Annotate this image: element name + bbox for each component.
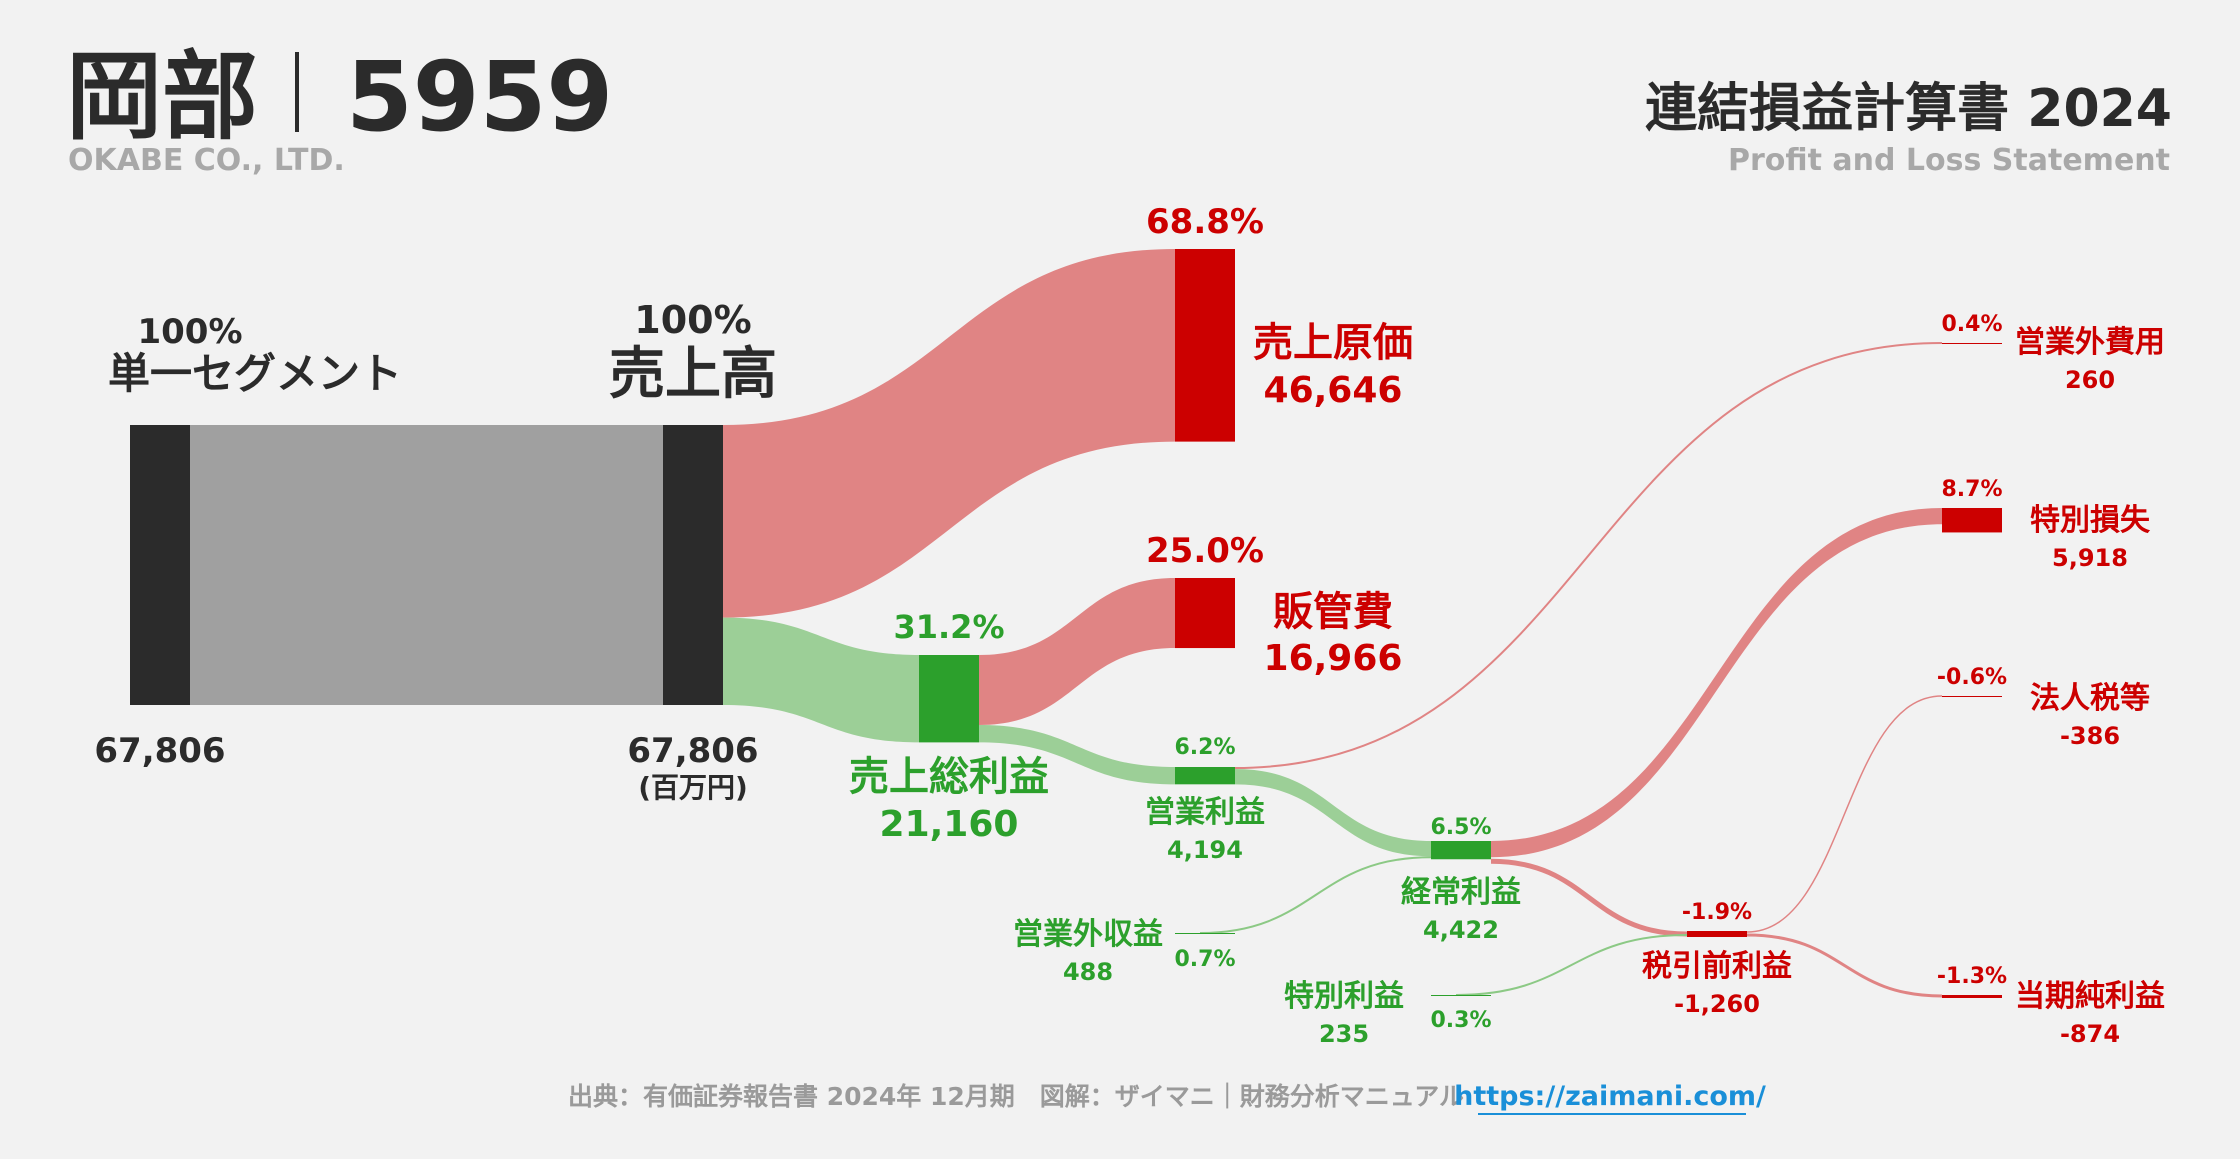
ordinary-profit-label: 経常利益	[1401, 875, 1521, 910]
flow-ordinary-extraordinary-loss	[1491, 508, 1942, 858]
node-bar-net	[1942, 995, 2002, 998]
sankey-labels: 100% 単一セグメント 67,806 100% 売上高 67,806 (百万円…	[94, 202, 2165, 1048]
flow-pretax-net	[1746, 933, 1943, 998]
nonop-income-pct: 0.7%	[1174, 947, 1235, 972]
revenue-label: 売上高	[609, 342, 777, 407]
extraordinary-loss-value: 5,918	[2052, 544, 2128, 572]
cogs-label: 売上原価	[1253, 320, 1413, 366]
extraordinary-loss-pct: 8.7%	[1941, 477, 2002, 502]
nonop-income-label: 営業外収益	[1013, 917, 1163, 952]
segment-value: 67,806	[94, 731, 225, 771]
node-bar-gross	[919, 655, 979, 743]
footer-source: 出典：有価証券報告書 2024年 12月期 図解：ザイマニ｜財務分析マニュアル	[568, 1082, 1464, 1111]
flow-op-ordinary	[1235, 769, 1431, 857]
footer-url-link[interactable]: https://zaimani.com/	[1454, 1081, 1766, 1112]
flow-revenue-cogs	[723, 249, 1175, 618]
flow-op-nonop-expense	[1234, 342, 1943, 769]
segment-label: 単一セグメント	[108, 349, 402, 398]
node-bar-ext_loss	[1942, 508, 2002, 533]
node-bar-sga	[1175, 578, 1235, 649]
node-bar-ext_gain	[1431, 995, 1491, 996]
pretax-pct: -1.9%	[1682, 900, 1752, 925]
node-bar-revenue	[663, 425, 723, 705]
sga-value: 16,966	[1264, 638, 1403, 679]
node-bar-pretax	[1687, 931, 1747, 937]
gross-profit-value: 21,160	[880, 804, 1019, 845]
statement-subtitle: Profit and Loss Statement	[1728, 143, 2170, 178]
ticker-code: 5959	[346, 41, 613, 153]
flow-revenue-gross	[723, 617, 919, 743]
tax-value: -386	[2060, 722, 2120, 750]
sankey-nodes	[130, 249, 2002, 998]
nonop-expense-value: 260	[2065, 366, 2115, 394]
gross-profit-pct: 31.2%	[893, 608, 1004, 646]
statement-title: 連結損益計算書 2024	[1645, 79, 2172, 139]
net-income-pct: -1.3%	[1937, 964, 2007, 989]
nonop-expense-pct: 0.4%	[1941, 312, 2002, 337]
flow-gross-sga	[979, 578, 1175, 726]
tax-pct: -0.6%	[1937, 665, 2007, 690]
extraordinary-gain-value: 235	[1319, 1020, 1369, 1048]
title-divider	[295, 52, 299, 132]
gross-profit-label: 売上総利益	[849, 754, 1049, 800]
ordinary-profit-value: 4,422	[1423, 916, 1499, 944]
flow-ordinary-pretax	[1490, 858, 1688, 937]
flow-nonop-income-ordinary	[1199, 856, 1432, 934]
ordinary-profit-pct: 6.5%	[1430, 815, 1491, 840]
flow-segment-revenue	[190, 425, 663, 705]
operating-profit-value: 4,194	[1167, 836, 1243, 864]
extraordinary-gain-pct: 0.3%	[1430, 1008, 1491, 1033]
flow-extraordinary-gain-pretax	[1455, 934, 1688, 996]
revenue-pct: 100%	[634, 298, 751, 342]
tax-label: 法人税等	[2030, 681, 2150, 716]
pretax-label: 税引前利益	[1642, 949, 1792, 984]
node-bar-nonop_inc	[1175, 933, 1235, 934]
node-bar-ordinary	[1431, 841, 1491, 860]
cogs-pct: 68.8%	[1146, 202, 1264, 242]
node-bar-segment	[130, 425, 190, 705]
node-bar-op	[1175, 767, 1235, 785]
pretax-value: -1,260	[1674, 990, 1760, 1018]
node-bar-cogs	[1175, 249, 1235, 442]
flow-pretax-tax	[1746, 695, 1943, 933]
nonop-income-value: 488	[1063, 958, 1113, 986]
flow-gross-op	[979, 725, 1175, 785]
net-income-label: 当期純利益	[2015, 979, 2165, 1014]
company-name: 岡部	[66, 41, 258, 153]
cogs-value: 46,646	[1264, 370, 1403, 411]
extraordinary-loss-label: 特別損失	[2030, 503, 2151, 538]
revenue-value: 67,806	[627, 731, 758, 771]
extraordinary-gain-label: 特別利益	[1284, 979, 1404, 1014]
net-income-value: -874	[2060, 1020, 2120, 1048]
sga-pct: 25.0%	[1146, 531, 1264, 571]
node-bar-nonop_exp	[1942, 343, 2002, 344]
sga-label: 販管費	[1273, 589, 1393, 635]
nonop-expense-label: 営業外費用	[2015, 325, 2165, 360]
unit-label: (百万円)	[638, 771, 748, 804]
sankey-flows	[190, 249, 1943, 998]
company-english-name: OKABE CO., LTD.	[68, 143, 345, 178]
node-bar-tax	[1942, 696, 2002, 697]
operating-profit-label: 営業利益	[1145, 795, 1265, 830]
operating-profit-pct: 6.2%	[1174, 735, 1235, 760]
segment-pct: 100%	[137, 312, 242, 352]
